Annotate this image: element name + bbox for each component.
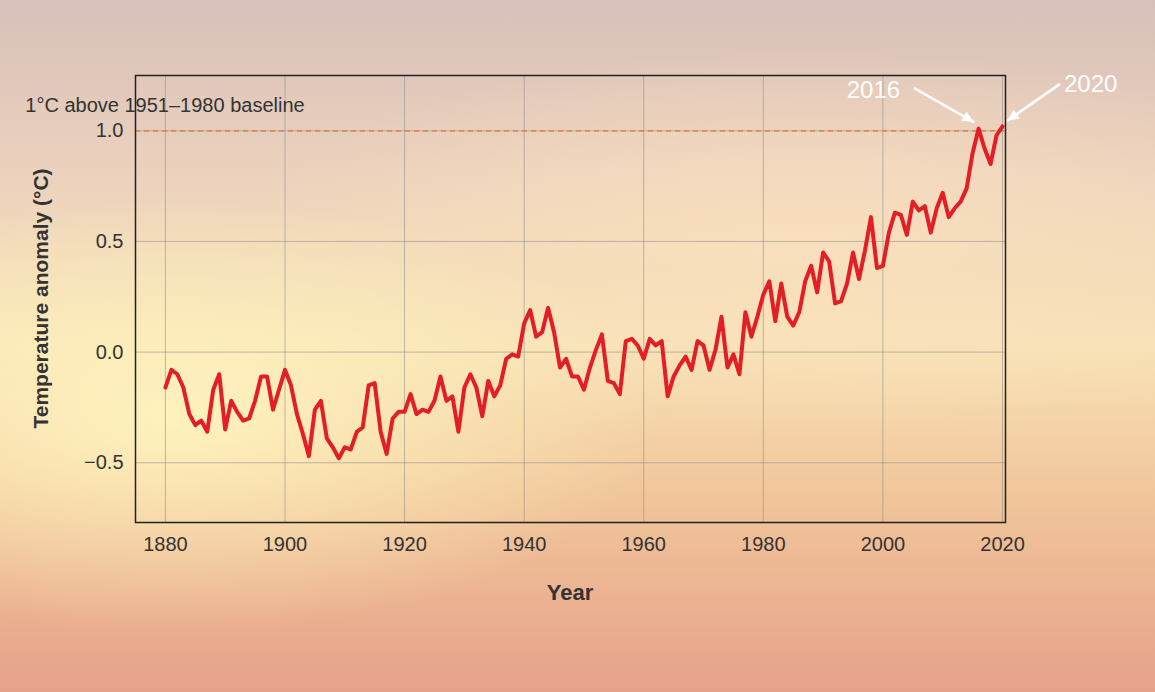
svg-text:1880: 1880	[143, 533, 188, 555]
svg-text:1900: 1900	[263, 533, 308, 555]
svg-text:0.5: 0.5	[96, 230, 124, 252]
svg-text:2020: 2020	[1064, 70, 1117, 97]
svg-text:1°C above 1951–1980 baseline: 1°C above 1951–1980 baseline	[25, 94, 304, 116]
svg-text:2020: 2020	[980, 533, 1024, 555]
svg-text:Year: Year	[547, 580, 594, 605]
svg-text:2000: 2000	[861, 533, 906, 555]
svg-text:2016: 2016	[847, 76, 900, 103]
svg-text:1920: 1920	[382, 533, 427, 555]
svg-text:1980: 1980	[741, 533, 786, 555]
svg-text:−0.5: −0.5	[84, 451, 123, 473]
svg-text:1.0: 1.0	[96, 119, 124, 141]
svg-text:Temperature anomaly (°C): Temperature anomaly (°C)	[29, 168, 52, 428]
svg-text:1960: 1960	[621, 533, 666, 555]
svg-text:0.0: 0.0	[96, 341, 124, 363]
svg-text:1940: 1940	[502, 533, 547, 555]
